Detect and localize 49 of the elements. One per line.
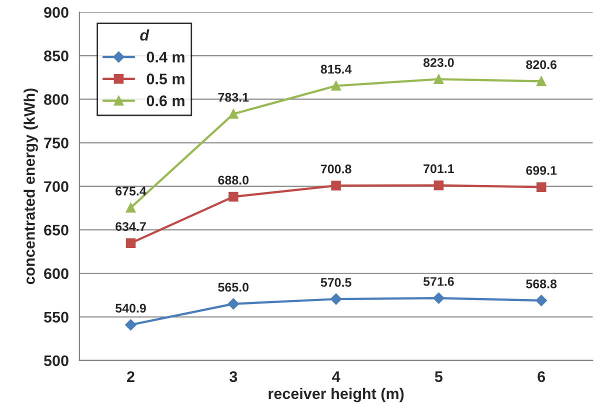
point (228, 298, 240, 310)
point (125, 319, 136, 330)
legend-label: 0.6 m (146, 95, 184, 106)
point (228, 109, 238, 119)
x-tick-label: 4 (332, 371, 340, 382)
data-label: 688.0 (218, 176, 249, 185)
point (536, 182, 546, 192)
data-label: 540.9 (116, 304, 146, 313)
data-label: 568.8 (526, 280, 557, 288)
legend-label: 0.4 m (146, 52, 184, 62)
y-tick-label: 850 (44, 50, 68, 62)
point (331, 180, 341, 190)
point (536, 294, 547, 306)
point (433, 292, 444, 304)
x-axis-title: receiver height (m) (268, 388, 404, 402)
y-tick-label: 650 (44, 224, 68, 236)
point (434, 180, 444, 190)
point (434, 74, 444, 84)
y-tick-label: 700 (44, 181, 68, 192)
point (126, 202, 136, 213)
data-label: 820.6 (526, 60, 557, 70)
y-tick-label: 600 (44, 268, 68, 280)
y-tick-label: 500 (44, 355, 68, 366)
data-label: 634.7 (116, 222, 146, 231)
x-tick-label: 6 (538, 371, 546, 382)
data-label: 565.0 (218, 282, 249, 292)
y-tick-label: 550 (44, 312, 68, 323)
data-label: 701.1 (424, 164, 454, 174)
y-tick-label: 900 (44, 7, 68, 18)
x-tick-label: 2 (127, 371, 134, 382)
y-tick-label: 800 (44, 94, 68, 105)
x-tick-label: 3 (230, 371, 238, 382)
data-label: 675.4 (116, 186, 146, 196)
point (331, 80, 341, 91)
legend-label: 0.5 m (146, 74, 184, 84)
point (126, 238, 136, 248)
data-label: 823.0 (423, 58, 454, 68)
data-label: 815.4 (320, 64, 352, 74)
x-tick-label: 5 (434, 371, 443, 382)
point (330, 293, 342, 305)
legend-title: d (140, 29, 150, 41)
y-tick-label: 750 (44, 138, 68, 148)
data-label: 571.6 (423, 277, 454, 286)
point (228, 192, 238, 202)
point (536, 76, 546, 86)
data-label: 570.5 (320, 278, 352, 287)
data-label: 699.1 (526, 166, 557, 175)
data-label: 700.8 (320, 164, 352, 174)
y-axis-title: concentrated energy (kWh) (24, 88, 38, 284)
